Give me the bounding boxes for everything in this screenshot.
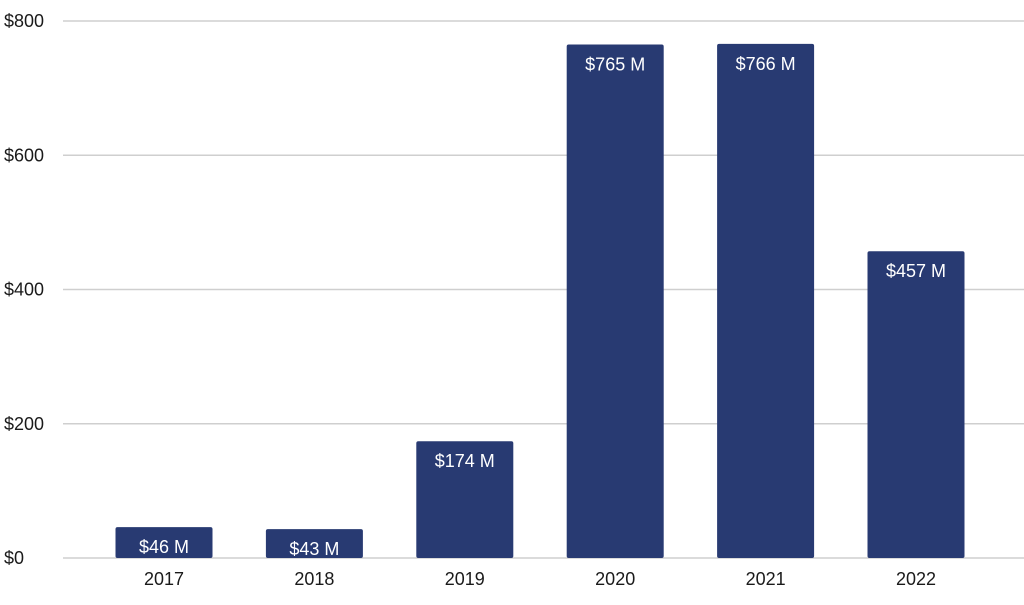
data-label-2021: $766 M (736, 54, 796, 74)
x-tick-label-2018: 2018 (294, 569, 334, 589)
x-tick-label-2017: 2017 (144, 569, 184, 589)
y-tick-label: $600 (4, 145, 44, 165)
bar-data-labels: $46 M $43 M $174 M $765 M $766 M $457 M (139, 54, 946, 559)
y-axis-tick-labels: $0 $200 $400 $600 $800 (4, 11, 44, 568)
bar-2021 (717, 43, 815, 558)
y-tick-label: $0 (4, 548, 24, 568)
x-tick-label-2022: 2022 (896, 569, 936, 589)
y-tick-label: $200 (4, 414, 44, 434)
gridlines (63, 20, 1024, 559)
y-tick-label: $400 (4, 280, 44, 300)
x-tick-label-2021: 2021 (746, 569, 786, 589)
bar-2022 (867, 251, 965, 558)
bar-2018 (265, 529, 363, 558)
data-label-2018: $43 M (289, 539, 339, 559)
x-tick-label-2019: 2019 (445, 569, 485, 589)
bar-2017 (115, 527, 213, 558)
data-label-2020: $765 M (585, 54, 645, 74)
data-label-2017: $46 M (139, 537, 189, 557)
data-label-2019: $174 M (435, 451, 495, 471)
bar-2020 (566, 44, 664, 558)
bars (115, 43, 965, 558)
x-tick-label-2020: 2020 (595, 569, 635, 589)
data-label-2022: $457 M (886, 261, 946, 281)
bar-2019 (416, 441, 514, 558)
y-tick-label: $800 (4, 11, 44, 31)
x-axis-tick-labels: 2017 2018 2019 2020 2021 2022 (144, 569, 936, 589)
